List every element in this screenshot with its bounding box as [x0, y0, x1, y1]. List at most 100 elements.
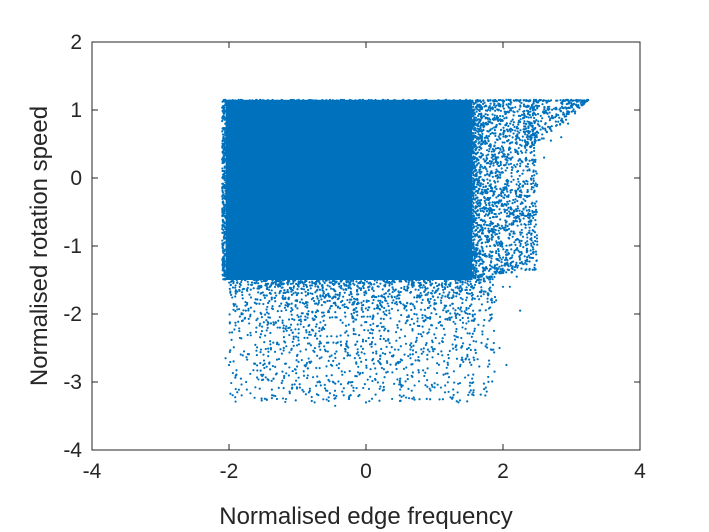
data-point [325, 288, 328, 291]
data-point [249, 296, 253, 299]
data-point [264, 277, 267, 280]
data-point [221, 224, 224, 227]
data-point [422, 319, 425, 323]
data-point [525, 122, 528, 126]
data-point [493, 153, 497, 156]
data-point [475, 247, 478, 250]
data-point [291, 282, 294, 285]
data-point [476, 244, 479, 247]
data-point [476, 163, 479, 166]
data-point [492, 193, 496, 196]
data-point [503, 117, 506, 120]
data-point [344, 324, 348, 327]
data-point [302, 374, 306, 377]
data-point [379, 334, 382, 338]
data-point [491, 122, 494, 125]
data-point [492, 208, 496, 212]
data-point [376, 312, 379, 315]
data-point [293, 318, 296, 321]
data-point [506, 200, 509, 203]
data-point [286, 288, 289, 292]
data-point [524, 125, 527, 128]
data-point [299, 350, 302, 353]
data-point [284, 297, 287, 300]
data-point [493, 228, 496, 231]
data-point [392, 288, 395, 291]
data-point [267, 322, 270, 325]
data-point [371, 332, 374, 335]
data-point [496, 146, 499, 150]
data-point [472, 214, 475, 217]
data-point [318, 342, 321, 346]
data-point [315, 315, 318, 319]
data-point [499, 137, 502, 140]
data-point [486, 178, 489, 181]
data-point [343, 305, 346, 309]
data-point [234, 286, 237, 289]
data-point [480, 225, 483, 228]
data-point [507, 124, 510, 128]
data-point [424, 343, 427, 347]
data-point [342, 394, 345, 397]
data-point [420, 301, 423, 304]
data-point [524, 146, 527, 149]
data-point [317, 301, 320, 304]
data-point [422, 284, 425, 287]
data-point [548, 111, 551, 114]
data-point [286, 304, 289, 307]
data-point [352, 327, 355, 330]
data-point [510, 120, 513, 123]
data-point [352, 389, 355, 392]
data-point [502, 107, 506, 110]
data-point [258, 324, 261, 327]
data-point [228, 313, 231, 316]
data-point [466, 312, 469, 315]
data-point [493, 201, 496, 204]
data-point [471, 113, 474, 116]
data-point [282, 346, 285, 350]
data-point [448, 99, 451, 102]
data-point [407, 286, 410, 289]
data-point [292, 344, 295, 347]
data-point [479, 275, 482, 278]
data-point [472, 143, 475, 146]
data-point [509, 212, 512, 215]
data-point [366, 315, 369, 318]
data-point [411, 371, 414, 374]
data-point [523, 255, 526, 258]
data-point [494, 175, 497, 178]
data-point [441, 337, 444, 340]
data-point [522, 103, 526, 106]
data-point [382, 385, 385, 389]
data-point [470, 291, 474, 295]
data-point [241, 297, 244, 300]
data-point [458, 99, 461, 103]
data-point [482, 223, 486, 226]
data-point [391, 286, 394, 289]
data-point [504, 124, 507, 127]
data-point [520, 239, 523, 242]
data-point [359, 288, 362, 292]
data-point [384, 339, 387, 342]
data-point [263, 362, 266, 365]
data-point [354, 318, 358, 321]
data-point [283, 288, 286, 292]
data-point [471, 298, 474, 301]
data-point [528, 99, 531, 103]
data-point [355, 361, 358, 364]
data-point [535, 119, 538, 122]
data-point [248, 322, 251, 325]
data-point [490, 233, 493, 236]
data-point [499, 103, 502, 107]
data-point [441, 99, 445, 102]
data-point [306, 304, 309, 307]
data-point [372, 289, 375, 293]
data-point [504, 250, 507, 254]
data-point [466, 353, 469, 356]
data-point [479, 256, 482, 259]
data-point [331, 316, 334, 319]
data-point [454, 286, 457, 289]
data-point [506, 178, 509, 181]
data-point [221, 177, 225, 180]
data-point [254, 386, 257, 389]
